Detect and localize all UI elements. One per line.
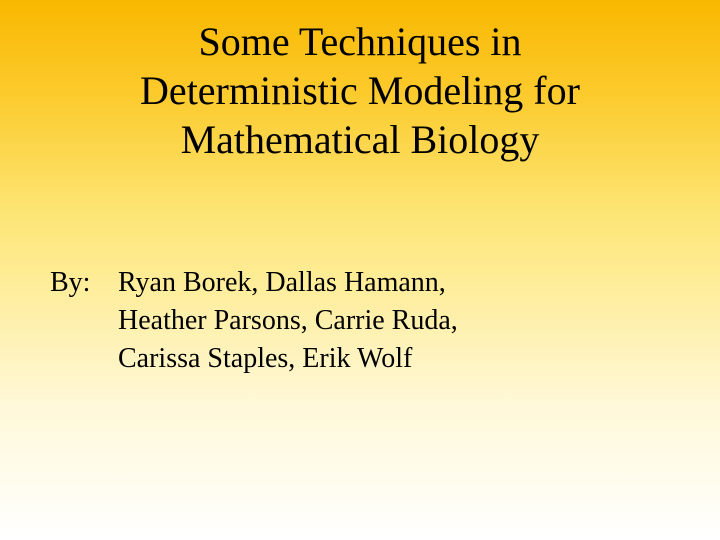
by-label: By: xyxy=(50,264,118,302)
authors-line-2: Heather Parsons, Carrie Ruda, xyxy=(50,302,458,340)
title-line-1: Some Techniques in xyxy=(0,18,720,67)
title-line-2: Deterministic Modeling for xyxy=(0,67,720,116)
byline-block: By: Ryan Borek, Dallas Hamann, Heather P… xyxy=(50,264,458,377)
slide-container: Some Techniques in Deterministic Modelin… xyxy=(0,0,720,540)
slide-title: Some Techniques in Deterministic Modelin… xyxy=(0,0,720,164)
byline-row-1: By: Ryan Borek, Dallas Hamann, xyxy=(50,264,458,302)
title-line-3: Mathematical Biology xyxy=(0,116,720,165)
authors-line-3: Carissa Staples, Erik Wolf xyxy=(50,340,458,378)
authors-line-1: Ryan Borek, Dallas Hamann, xyxy=(118,264,446,302)
